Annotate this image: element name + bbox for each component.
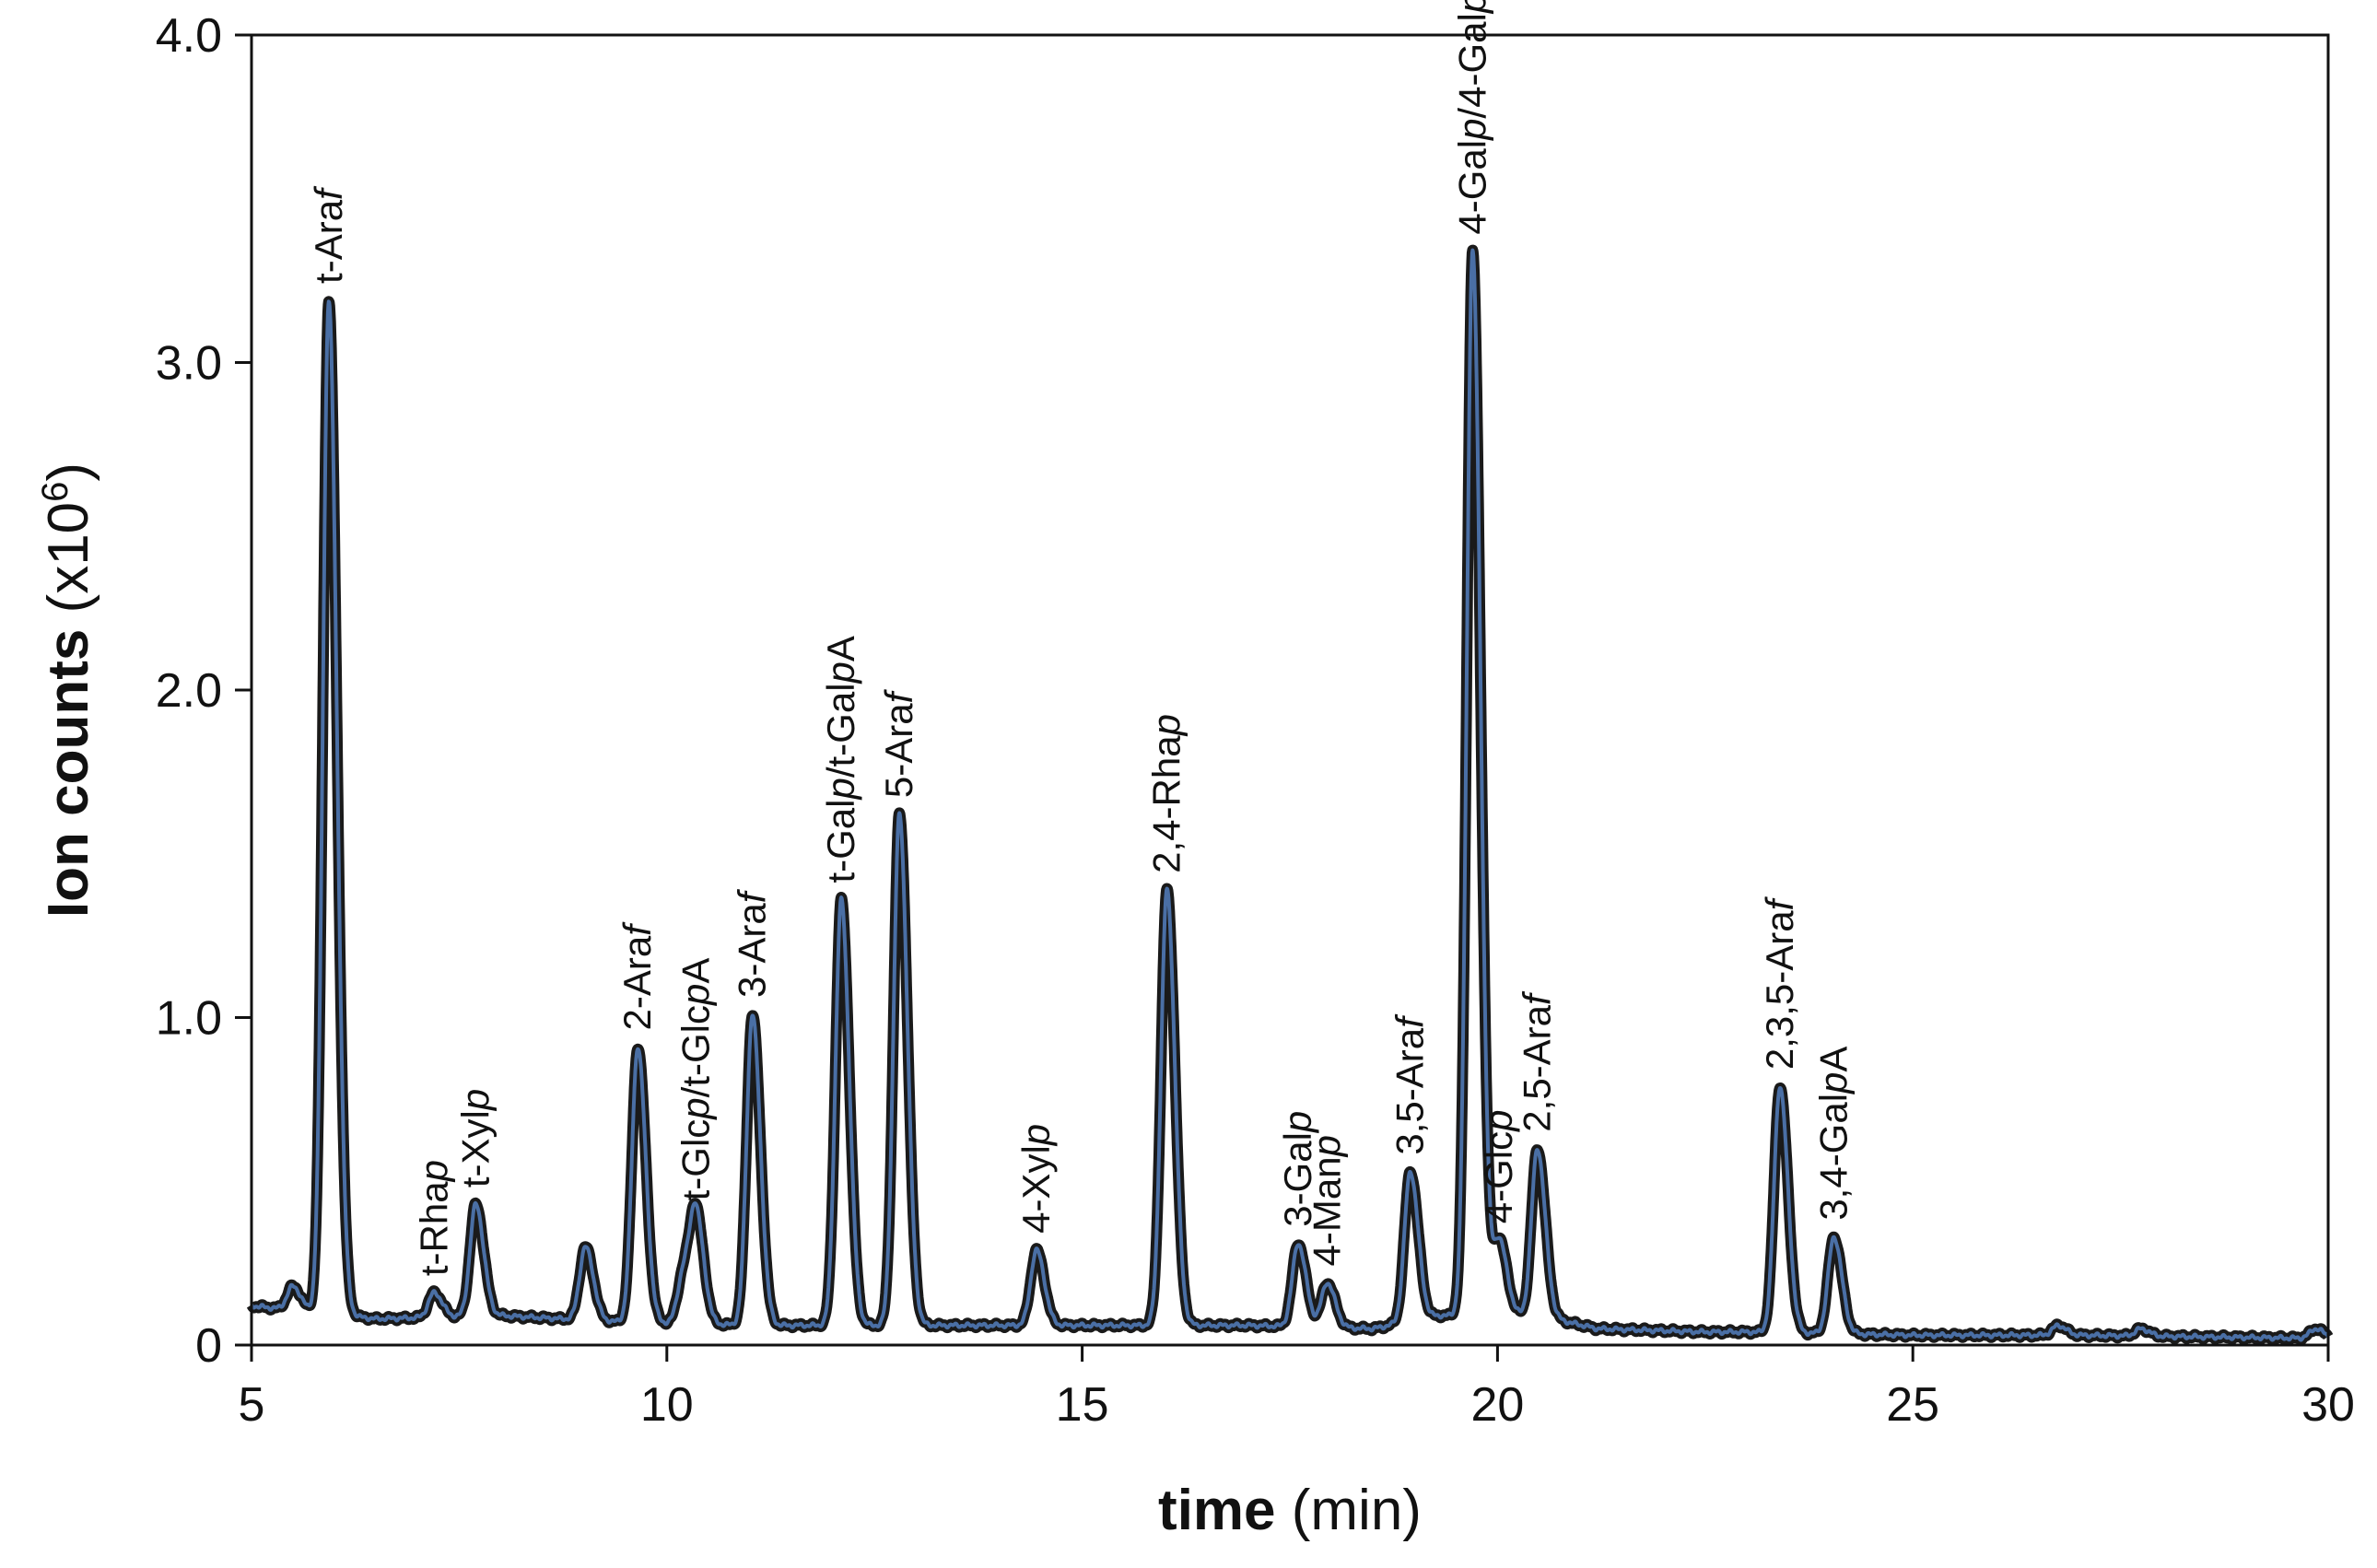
peak-label: 4-Glcp bbox=[1477, 1110, 1520, 1224]
x-tick-label: 25 bbox=[1886, 1378, 1939, 1432]
peak-label: t-Glcp/t-GlcpA bbox=[673, 958, 717, 1201]
peak-label: 3-Galp bbox=[1276, 1111, 1319, 1227]
y-axis-title-bold: Ion counts bbox=[37, 629, 100, 918]
x-tick-label: 20 bbox=[1470, 1378, 1524, 1432]
peak-label: 2-Araf bbox=[615, 921, 659, 1031]
x-tick-label: 15 bbox=[1056, 1378, 1109, 1432]
axes: 5 10 15 20 25 30 0 1.0 2.0 3.0 4.0 bbox=[156, 9, 2355, 1432]
peak-label: 4-Galp/4-GalpA bbox=[1450, 0, 1493, 235]
peak-label: 4-Xylp bbox=[1014, 1124, 1058, 1234]
y-tick-label: 1.0 bbox=[156, 992, 222, 1046]
y-tick-label: 4.0 bbox=[156, 9, 222, 63]
peak-label: t-Galp/t-GalpA bbox=[819, 636, 862, 883]
peak-label: 2,3,5-Araf bbox=[1758, 895, 1801, 1070]
y-tick-label: 3.0 bbox=[156, 337, 222, 391]
peak-label: t-Xylp bbox=[453, 1089, 497, 1188]
peak-label: 3-Araf bbox=[731, 888, 774, 998]
y-axis-title: Ion counts (x106) bbox=[35, 462, 100, 918]
peak-label: t-Rhap bbox=[412, 1160, 455, 1276]
x-axis-title-unit: (min) bbox=[1276, 1479, 1422, 1542]
y-axis-title-unit-exponent: 6 bbox=[35, 482, 76, 502]
x-axis-title-bold: time bbox=[1158, 1479, 1275, 1542]
peak-label: 3,5-Araf bbox=[1388, 1013, 1432, 1155]
peak-label: 2,5-Araf bbox=[1516, 990, 1559, 1132]
y-tick-label: 2.0 bbox=[156, 664, 222, 718]
y-axis-title-unit-prefix: (x10 bbox=[37, 502, 100, 629]
chromatogram-trace-highlight bbox=[250, 248, 2330, 1342]
peak-label: 4-Manp bbox=[1306, 1135, 1349, 1266]
x-tick-label: 30 bbox=[2301, 1378, 2355, 1432]
x-axis-title: time (min) bbox=[1158, 1479, 1422, 1542]
peak-label: t-Araf bbox=[307, 185, 350, 284]
y-tick-label: 0 bbox=[195, 1319, 222, 1373]
plot-area bbox=[246, 244, 2334, 1346]
y-axis-title-unit-suffix: ) bbox=[37, 462, 100, 482]
peak-label: 2,4-Rhap bbox=[1145, 714, 1188, 873]
x-tick-label: 10 bbox=[640, 1378, 694, 1432]
peak-label: 3,4-GalpA bbox=[1812, 1047, 1856, 1221]
peak-label: 5-Araf bbox=[877, 688, 920, 798]
x-tick-label: 5 bbox=[239, 1378, 265, 1432]
